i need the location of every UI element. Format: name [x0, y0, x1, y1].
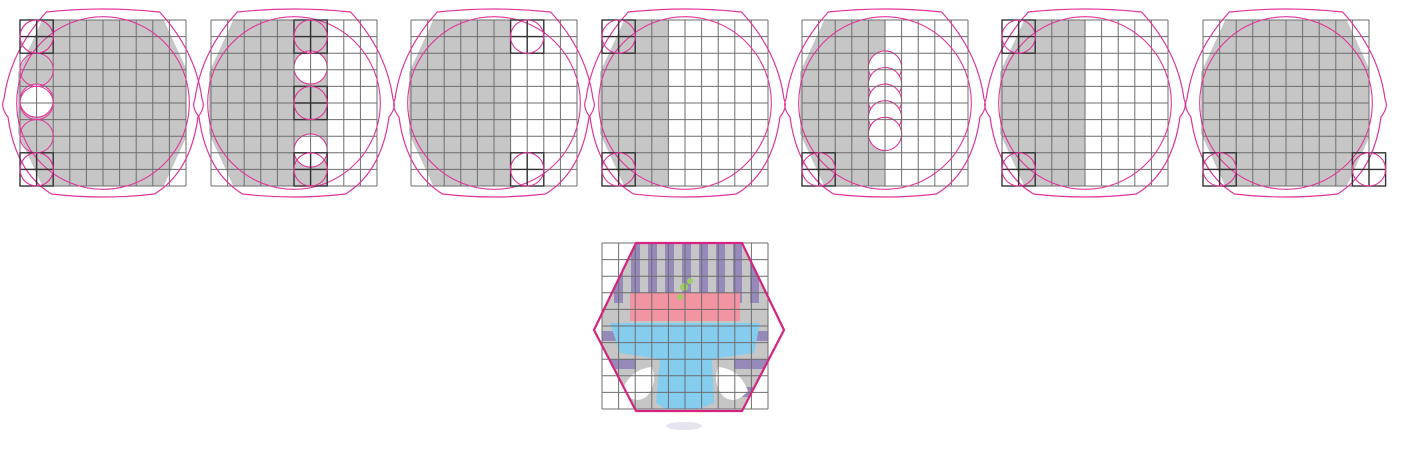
corner-circle [510, 19, 545, 54]
construction-step-6 [984, 8, 1186, 198]
construction-step-7 [1185, 8, 1387, 198]
circle-guide [16, 16, 190, 190]
hexagon-guide [2, 8, 204, 198]
corner-circle [293, 152, 328, 187]
corner-circle [293, 85, 328, 121]
corner-circle [801, 152, 836, 187]
corner-circle [19, 19, 54, 54]
leaf-dot [687, 278, 693, 284]
corner-circle [1001, 152, 1036, 187]
corner-circle [510, 152, 545, 187]
corner-circle [601, 152, 636, 187]
purple-stripe [665, 243, 674, 303]
corner-circle [1001, 19, 1036, 54]
purple-stripe [733, 243, 742, 303]
circle-guide [798, 16, 972, 190]
icon-hex-outline [592, 241, 786, 413]
circle-guide [207, 16, 381, 190]
hexagon-guide [584, 8, 786, 198]
leaf-dot [680, 283, 688, 291]
white-tuft [622, 367, 654, 400]
construction-step-1 [2, 8, 204, 198]
circle-guide [407, 16, 581, 190]
construction-step-2 [193, 8, 395, 198]
corner-circle [601, 19, 636, 54]
corner-circle [293, 19, 328, 54]
hexagon-guide [193, 8, 395, 198]
circle-guide [1199, 16, 1373, 190]
hexagon-guide [784, 8, 986, 198]
corner-circle [1202, 152, 1237, 187]
hexagon-guide [393, 8, 595, 198]
corner-circle [19, 152, 54, 187]
purple-stripe [682, 243, 691, 303]
corner-circle [1351, 152, 1387, 187]
purple-stripe [648, 243, 657, 303]
hexagon-guide [984, 8, 1186, 198]
purple-stripe [699, 243, 708, 303]
purple-stripe [750, 243, 759, 303]
purple-stripe [716, 243, 725, 303]
icon-shadow [666, 422, 702, 430]
construction-step-4 [584, 8, 786, 198]
circle-guide [598, 16, 772, 190]
construction-step-5 [784, 8, 986, 198]
construction-step-3 [393, 8, 595, 198]
white-tuft [716, 367, 748, 400]
circle-guide [998, 16, 1172, 190]
hexagon-guide [1185, 8, 1387, 198]
final-icon [592, 241, 786, 430]
leaf-dot [677, 294, 683, 300]
